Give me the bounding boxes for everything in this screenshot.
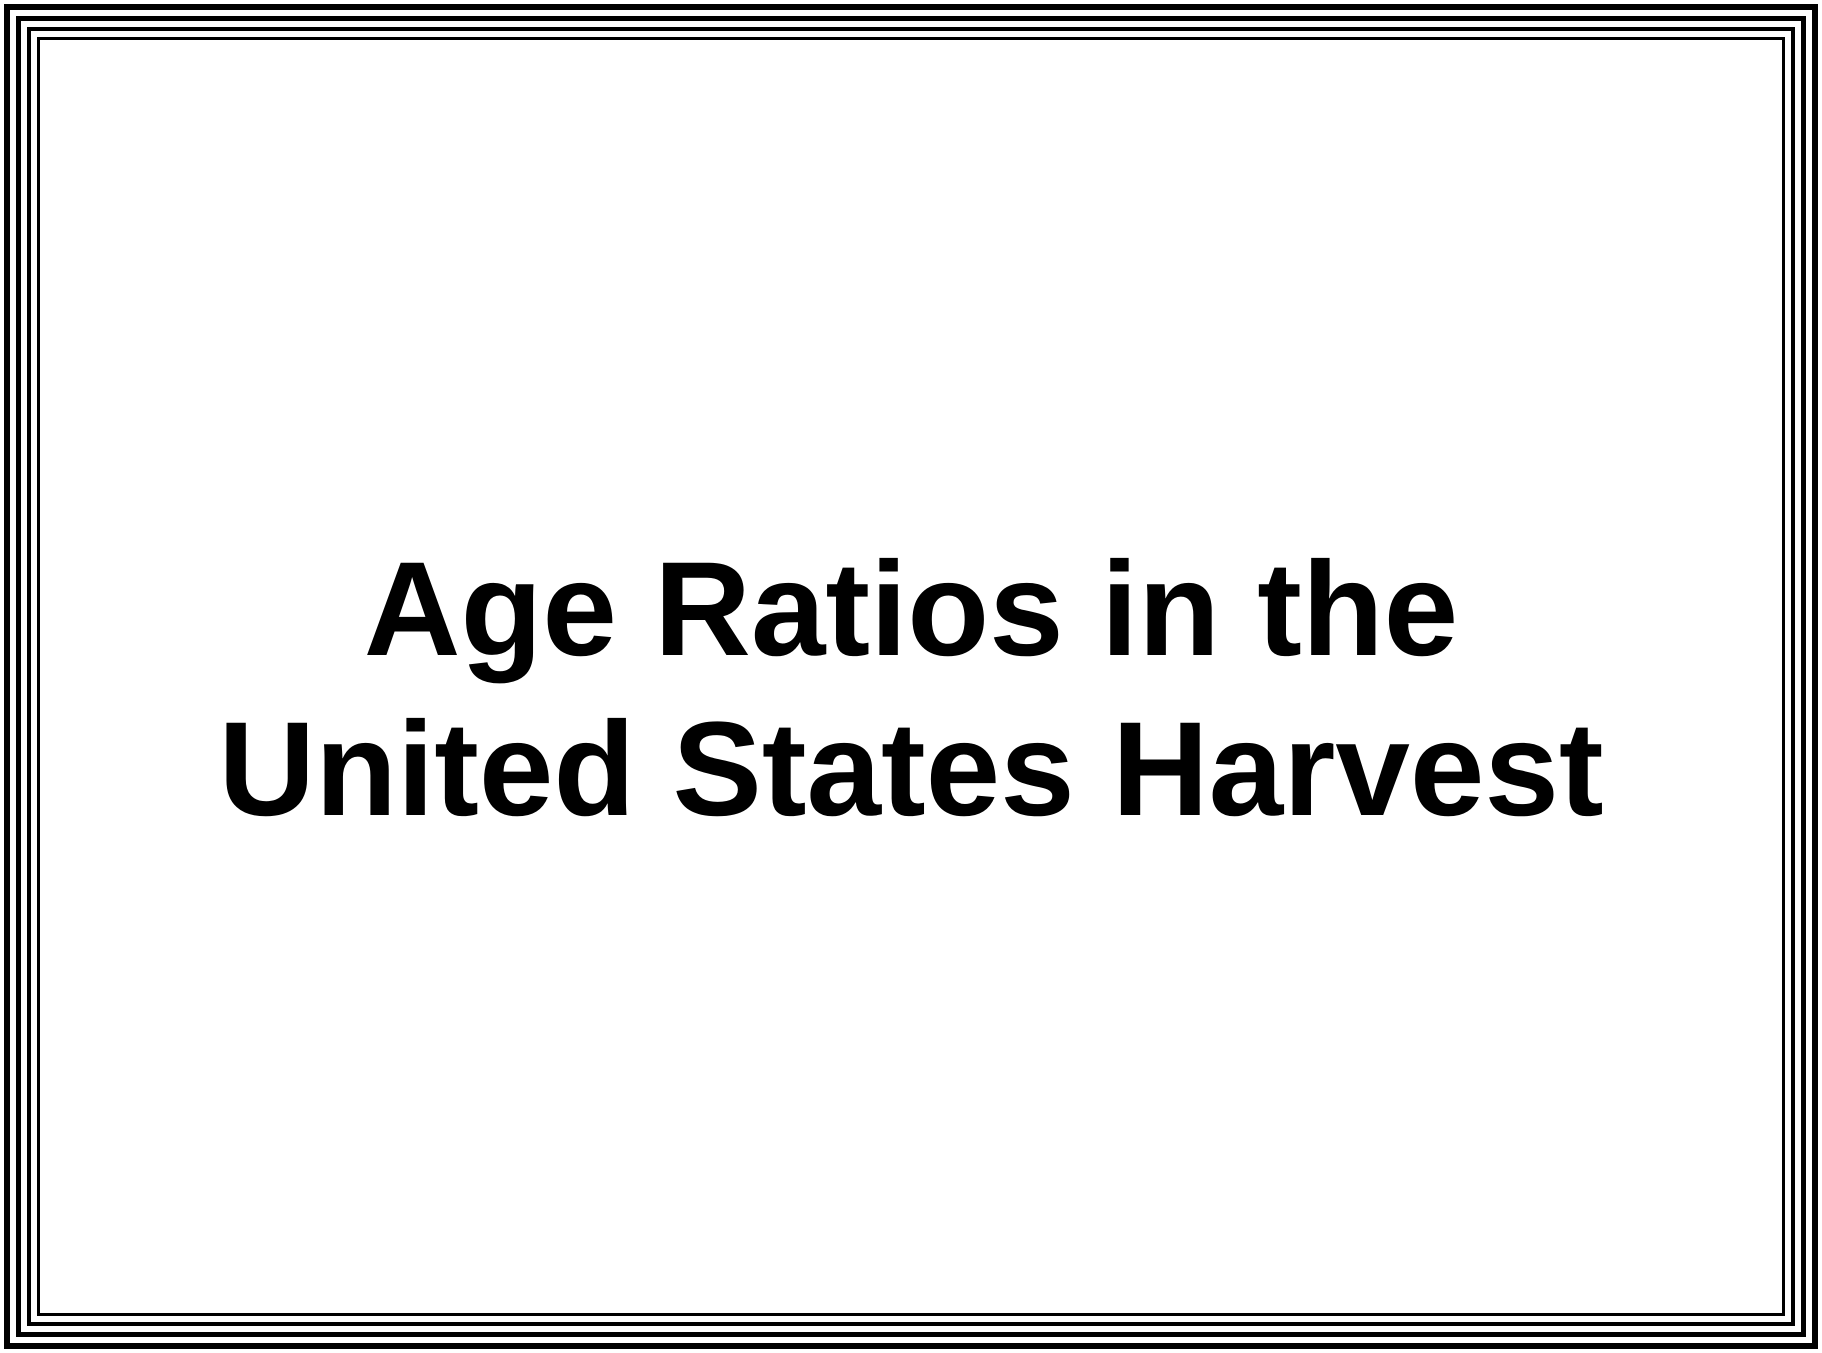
slide-border-inner [37, 37, 1785, 1316]
slide-title-line-2: United States Harvest [218, 695, 1604, 844]
slide-title: Age Ratios in the United States Harvest [0, 530, 1822, 850]
slide-title-line-1: Age Ratios in the [363, 535, 1459, 684]
slide-border-third [27, 27, 1795, 1326]
slide-border-outer [4, 4, 1818, 1349]
slide-border-second [16, 16, 1806, 1337]
